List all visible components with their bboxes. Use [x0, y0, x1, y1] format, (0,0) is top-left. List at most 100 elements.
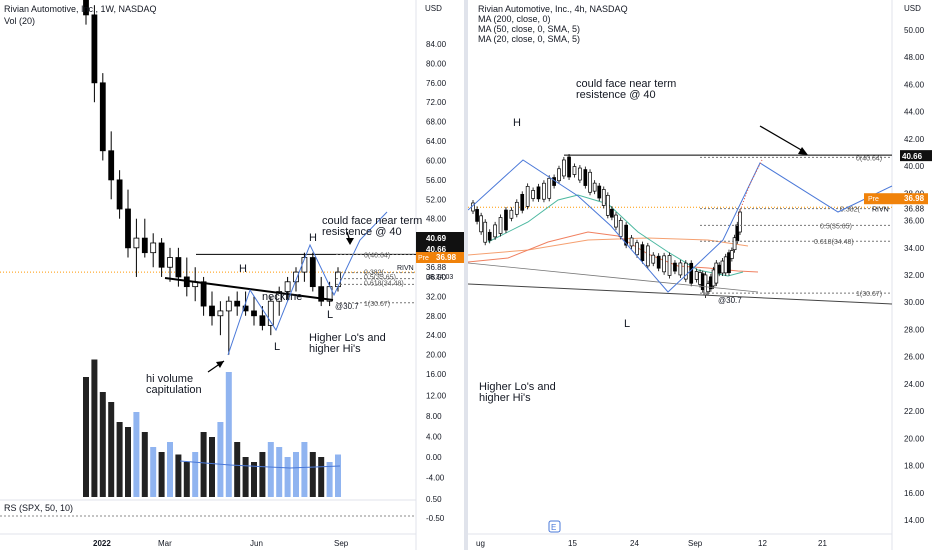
weekly-candle-body	[217, 310, 224, 317]
weekly-candle-body	[83, 0, 89, 16]
resistance-arrowhead	[346, 238, 354, 245]
four-hour-candle-body	[531, 190, 535, 199]
weekly-candle-body	[276, 291, 283, 302]
volume-bar	[234, 442, 241, 497]
volume-bar	[251, 462, 257, 497]
weekly-candle-body	[309, 257, 316, 288]
four-hour-candle-body	[592, 182, 597, 192]
neckline-label: neckline	[262, 291, 303, 303]
price-tick: 50.00	[904, 26, 925, 35]
weekly-candle-body	[242, 305, 249, 312]
four-hour-candle-body	[618, 220, 623, 237]
four-hour-candle-body	[624, 224, 628, 246]
x-tick: Sep	[688, 539, 703, 548]
four-hour-candle-body	[567, 156, 571, 178]
fib-label: 1(30.67)	[856, 291, 882, 298]
resistance-badge: 40.69	[426, 234, 447, 243]
weekly-candle-body	[167, 257, 173, 268]
pre-badge-bg	[864, 193, 928, 205]
weekly-candle-body	[284, 281, 291, 292]
weekly-left-shoulder-label: H	[239, 263, 247, 275]
four-hour-low-value-label: @30.7	[718, 296, 742, 305]
price-tick: 32.00	[426, 292, 447, 301]
four-hour-chart-panel[interactable]: USD50.0048.0046.0044.0042.0040.0038.0036…	[468, 0, 932, 550]
price-tick: 80.00	[426, 59, 447, 68]
four-hour-candle-body	[487, 231, 492, 241]
price-tick: 14.00	[904, 516, 925, 525]
pre-value: 36.98	[904, 194, 925, 203]
pre-value: 36.98	[436, 253, 457, 262]
four-hour-candle-body	[651, 254, 656, 264]
volume-bar	[259, 452, 266, 497]
four-hour-candle-body	[662, 255, 666, 273]
price-tick: 24.00	[904, 380, 925, 389]
fib-label: 0.5(35.65)	[364, 275, 396, 282]
weekly-could-face-note: could face near term resistence @ 40	[322, 215, 423, 238]
four-hour-could-face-note: could face near term resistence @ 40	[576, 78, 677, 101]
ma-200-label: MA (200, close, 0)	[478, 14, 551, 24]
price-tick: 60.00	[426, 156, 447, 165]
volume-bar	[108, 402, 115, 497]
volume-bar	[209, 437, 215, 497]
four-hour-candle-body	[542, 182, 546, 200]
four-hour-chart-svg[interactable]: USD50.0048.0046.0044.0042.0040.0038.0036…	[468, 0, 932, 550]
volume-bar	[217, 422, 224, 497]
price-tick: 30.00	[904, 298, 925, 307]
x-tick: 2022	[93, 539, 111, 548]
four-hour-candle-body	[717, 264, 722, 274]
weekly-chart-svg[interactable]: USD 84.00 80.00 76.00 72.00 68.00 64.00 60.00 56…	[0, 0, 464, 550]
resistance-badge: 40.66	[902, 152, 923, 161]
rs-tick: 0.50	[426, 495, 442, 504]
volume-bar	[116, 422, 123, 497]
four-hour-candle-body	[483, 221, 488, 243]
volume-bar	[91, 359, 98, 497]
price-tick: 52.00	[426, 195, 447, 204]
four-hour-candle-body	[498, 217, 503, 234]
four-hour-candle-body	[605, 194, 610, 216]
four-hour-candle-body	[514, 201, 519, 215]
x-tick: 15	[568, 539, 577, 548]
four-hour-candle-body	[562, 159, 566, 177]
ticker-value: 36.88	[426, 263, 447, 272]
axis-unit: USD	[904, 4, 921, 13]
x-tick: Mar	[158, 539, 172, 548]
volume-tick: 12.00	[426, 392, 447, 401]
panel-divider[interactable]	[464, 0, 468, 550]
price-tick: 76.00	[426, 79, 447, 88]
neckline	[164, 277, 334, 301]
four-hour-candle-body	[667, 255, 672, 276]
weekly-head-label: H	[309, 232, 317, 244]
four-hour-candle-body	[629, 237, 634, 247]
rs-indicator-label: RS (SPX, 50, 10)	[4, 503, 74, 513]
weekly-chart-panel[interactable]: USD 84.00 80.00 76.00 72.00 68.00 64.00 60.00 56…	[0, 0, 464, 550]
x-tick: Jun	[250, 539, 263, 548]
price-tick: 28.00	[426, 312, 447, 321]
price-tick: 40.00	[904, 162, 925, 171]
fib-label: 1(30.67)	[364, 301, 390, 308]
price-tick: 36.00	[904, 217, 925, 226]
price-tick: 28.00	[904, 325, 925, 334]
four-hour-candle-body	[727, 252, 731, 274]
weekly-candle-body	[318, 286, 325, 302]
four-hour-candle-body	[732, 237, 737, 251]
volume-bar	[141, 432, 148, 497]
four-hour-candle-body	[635, 242, 639, 256]
axis-unit: USD	[425, 4, 442, 13]
price-tick: 56.00	[426, 176, 447, 185]
price-tick: 72.00	[426, 98, 447, 107]
four-hour-candle-body	[738, 211, 742, 233]
volume-bar	[284, 457, 291, 497]
ticker-label: RIVN	[397, 265, 414, 272]
four-hour-candle-body	[610, 208, 614, 218]
x-tick: Sep	[334, 539, 349, 548]
volume-bar	[167, 442, 173, 497]
price-tick: 34.00	[904, 244, 925, 253]
four-hour-candle-body	[678, 262, 683, 276]
x-tick: 12	[758, 539, 767, 548]
price-tick: 20.00	[426, 351, 447, 360]
weekly-higher-lows-note: Higher Lo's and higher Hi's	[309, 332, 386, 355]
price-tick: 16.00	[426, 370, 447, 379]
x-tick: 24	[630, 539, 639, 548]
four-hour-candle-body	[520, 193, 525, 211]
price-tick: 18.00	[904, 462, 925, 471]
